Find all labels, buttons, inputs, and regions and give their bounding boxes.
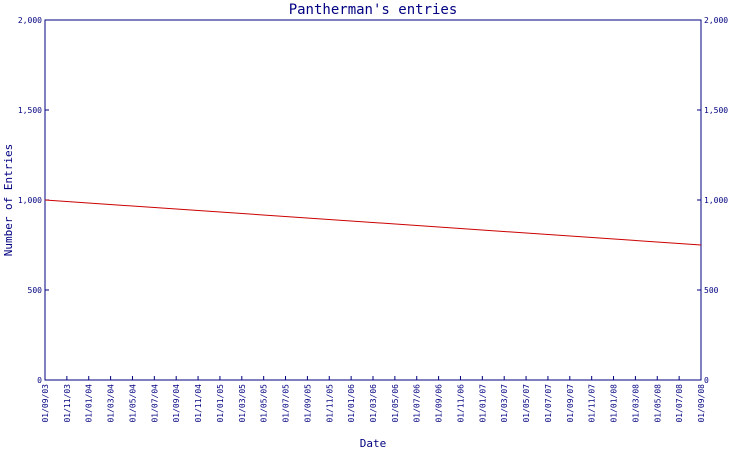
x-tick-label: 01/09/05 [303,384,312,423]
x-tick-label: 01/07/08 [675,384,684,423]
x-tick-label: 01/01/04 [85,384,94,423]
y-tick-label-left: 2,000 [18,16,42,25]
x-tick-label: 01/03/05 [238,384,247,423]
x-tick-label: 01/11/07 [588,384,597,423]
x-tick-label: 01/03/07 [500,384,509,423]
y-tick-label-right: 1,000 [704,196,728,205]
x-tick-label: 01/03/08 [631,384,640,423]
x-tick-label: 01/11/04 [194,384,203,423]
x-tick-label: 01/09/03 [41,384,50,423]
x-tick-label: 01/01/07 [478,384,487,423]
y-tick-label-right: 1,500 [704,106,728,115]
y-tick-label-left: 1,000 [18,196,42,205]
x-tick-label: 01/03/06 [369,384,378,423]
x-tick-label: 01/11/03 [63,384,72,423]
x-tick-label: 01/07/04 [150,384,159,423]
chart-title: Pantherman's entries [289,2,458,18]
plot-frame [44,19,702,381]
y-tick-label-right: 2,000 [704,16,728,25]
x-tick-label: 01/05/04 [128,384,137,423]
x-tick-label: 01/05/05 [260,384,269,423]
x-tick-label: 01/05/06 [391,384,400,423]
x-tick-label: 01/07/05 [282,384,291,423]
y-axis-ticks: 0 0 500 500 1,000 1,000 1,500 1,500 2,000 2,000 [18,16,728,385]
x-tick-label: 01/05/07 [522,384,531,423]
x-tick-label: 01/05/08 [653,384,662,423]
series-line [44,199,702,246]
x-tick-label: 01/09/07 [566,384,575,423]
series-group [44,199,702,246]
x-tick-label: 01/09/08 [697,384,706,423]
x-tick-label: 01/09/04 [172,384,181,423]
x-axis-label: Date [360,437,387,450]
y-tick-label-left: 0 [37,376,42,385]
x-axis-ticks: 01/09/03 01/11/03 01/01/04 01/03/04 01/05/04… [41,376,706,423]
x-tick-label: 01/11/05 [325,384,334,423]
x-tick-label: 01/01/06 [347,384,356,423]
y-tick-label-left: 1,500 [18,106,42,115]
x-tick-label: 01/03/04 [107,384,116,423]
y-tick-label-right: 0 [704,376,709,385]
x-tick-label: 01/07/06 [413,384,422,423]
x-tick-label: 01/11/06 [456,384,465,423]
y-tick-label-left: 500 [28,286,43,295]
x-tick-label: 01/01/08 [610,384,619,423]
y-axis-label: Number of Entries [2,144,15,257]
x-tick-label: 01/01/05 [216,384,225,423]
y-tick-label-right: 500 [704,286,719,295]
x-tick-label: 01/09/06 [435,384,444,423]
x-tick-label: 01/07/07 [544,384,553,423]
